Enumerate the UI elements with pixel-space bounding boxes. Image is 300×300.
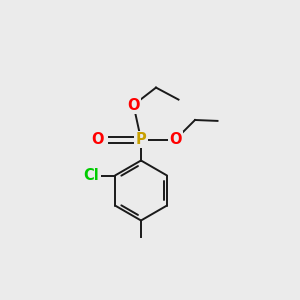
Text: O: O bbox=[127, 98, 140, 112]
Text: P: P bbox=[136, 132, 146, 147]
Text: O: O bbox=[91, 132, 104, 147]
Text: Cl: Cl bbox=[84, 168, 100, 183]
Text: O: O bbox=[169, 132, 182, 147]
